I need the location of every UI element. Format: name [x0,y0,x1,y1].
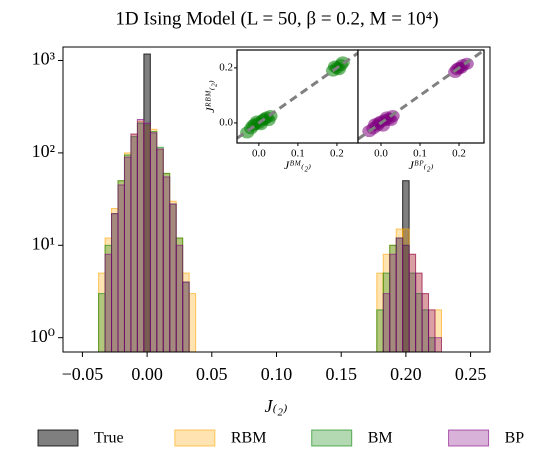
histogram-bar [395,237,404,353]
y-tick-label: 0.2 [219,61,233,73]
legend-swatch [37,429,79,447]
histogram-bar [376,309,384,353]
histogram-bar [382,293,391,353]
x-tick-label: 0.0 [252,148,266,160]
histogram-bar [408,253,417,353]
y-tick-label: 10³ [32,49,56,69]
scatter-point [249,115,264,128]
y-tick-label: 0.0 [219,116,233,128]
legend-label: True [94,430,124,447]
x-tick-label: 0.10 [261,364,293,384]
histogram-bar [98,293,106,353]
x-tick-label: 0.20 [390,364,422,384]
legend-swatch [311,429,353,447]
histogram-bar [111,213,119,353]
histogram-bar [117,184,125,353]
histogram-bar [123,156,132,353]
histogram-bar [188,293,197,353]
inset-x-label: Jᴮᴾ₍₂₎ [408,158,433,172]
legend-swatch [174,429,216,447]
x-tick-label: 0.05 [196,364,228,384]
histogram-bar [136,118,145,353]
x-tick-label: 0.25 [455,364,487,384]
histogram-bar [421,293,430,353]
x-tick-label: 0.00 [131,364,163,384]
histogram-bar [143,122,151,353]
histogram-bar [389,253,397,353]
histogram-bar [415,272,423,353]
inset-y-label: Jᴿᴮᴹ₍₂₎ [203,80,217,112]
x-tick-label: −0.05 [62,364,104,384]
inset-frame [357,49,485,144]
histogram-bar [428,309,436,353]
histogram-bar [156,148,164,353]
diagonal-line [236,51,359,140]
y-tick-label: 10² [32,141,55,161]
y-tick-label: 10¹ [32,233,55,253]
histogram-bar [169,203,177,353]
x-tick-label: 0.0 [374,148,388,160]
scatter-point [383,114,398,127]
x-tick-label: 0.2 [452,148,466,160]
histogram-bar [175,244,184,353]
histogram-bar [104,253,113,353]
x-tick-label: 0.1 [413,148,427,160]
scatter-point [261,114,276,127]
chart-title: 1D Ising Model (L = 50, β = 0.2, M = 10⁴… [115,8,438,29]
x-tick-label: 0.15 [325,364,357,384]
histogram-bar [434,337,442,353]
legend-swatch [448,429,490,447]
x-tick-label: 0.1 [291,148,305,160]
histogram-bar [149,132,158,353]
histogram-bar [402,244,410,353]
x-axis-label: J₍₂₎ [264,396,287,416]
legend-label: BP [505,430,525,447]
x-tick-label: 0.2 [330,148,344,160]
histogram-bar [182,281,190,353]
legend-label: RBM [231,430,267,447]
histogram-bar [162,176,171,353]
y-tick-label: 10⁰ [30,326,55,346]
histogram-bar [130,133,138,353]
legend-label: BM [368,430,393,447]
inset-x-label: Jᴮᴹ₍₂₎ [284,158,311,172]
